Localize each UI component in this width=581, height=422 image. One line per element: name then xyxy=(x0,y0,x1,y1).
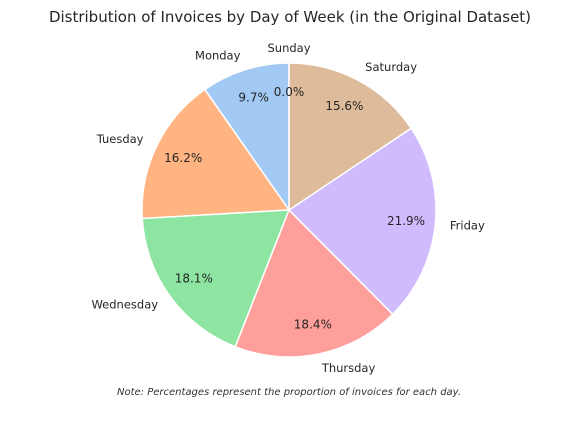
category-label-friday: Friday xyxy=(450,218,485,232)
percent-label-monday: 9.7% xyxy=(238,90,269,104)
category-label-monday: Monday xyxy=(195,48,241,62)
percent-label-tuesday: 16.2% xyxy=(164,151,202,165)
percent-label-friday: 21.9% xyxy=(387,214,425,228)
category-label-saturday: Saturday xyxy=(365,60,417,74)
category-label-wednesday: Wednesday xyxy=(91,297,158,311)
percent-label-thursday: 18.4% xyxy=(294,318,332,332)
percent-label-saturday: 15.6% xyxy=(325,99,363,113)
chart-note: Note: Percentages represent the proporti… xyxy=(117,387,461,398)
pie-slices xyxy=(142,63,436,357)
category-label-sunday: Sunday xyxy=(267,41,310,55)
category-label-thursday: Thursday xyxy=(321,361,376,375)
percent-label-wednesday: 18.1% xyxy=(175,272,213,286)
category-label-tuesday: Tuesday xyxy=(96,132,144,146)
percent-label-sunday: 0.0% xyxy=(274,85,305,99)
chart-title: Distribution of Invoices by Day of Week … xyxy=(49,8,531,26)
